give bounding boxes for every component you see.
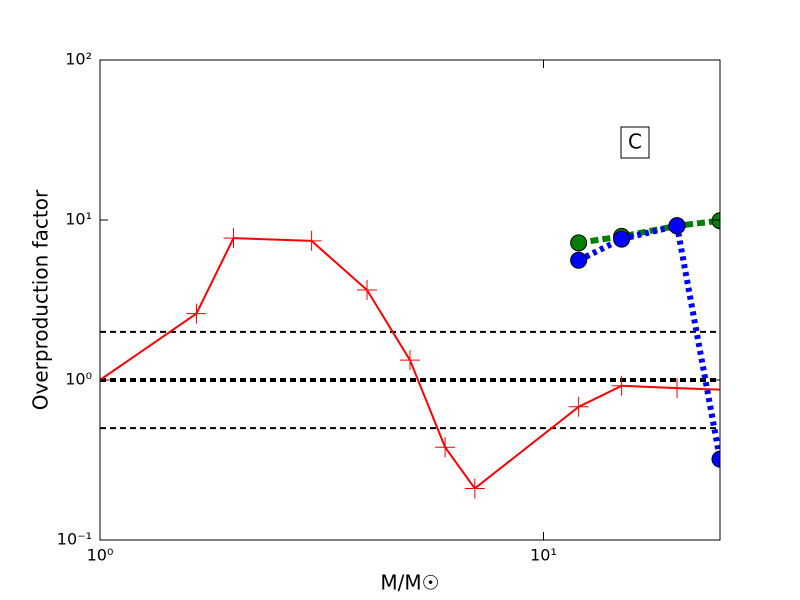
marker [711,212,720,230]
series-line [578,217,720,246]
y-tick-label: 10² [65,50,92,69]
x-axis-label: M/M☉ [380,571,439,595]
marker [710,379,720,400]
axes-frame [99,59,721,541]
marker [711,450,720,468]
annotation-box [620,126,650,159]
marker [568,396,589,417]
marker [435,437,456,458]
marker [223,228,244,249]
series-line [577,222,720,460]
marker [613,230,631,248]
marker [611,375,632,396]
marker [357,280,378,301]
y-axis-label: Overproduction factor [29,189,53,410]
x-tick-label: 10¹ [530,546,557,565]
y-tick-label: 10⁻¹ [57,530,92,549]
annotation: C [628,130,642,154]
x-tick-label: 10⁰ [87,546,114,565]
y-tick-label: 10¹ [65,210,92,229]
marker [570,251,588,269]
y-tick-label: 10⁰ [65,370,92,389]
marker [301,230,322,251]
marker [400,350,420,371]
marker [668,217,686,235]
marker [464,478,485,499]
marker [570,234,588,252]
marker [667,378,688,399]
marker [186,303,207,324]
plot-area [100,212,720,499]
